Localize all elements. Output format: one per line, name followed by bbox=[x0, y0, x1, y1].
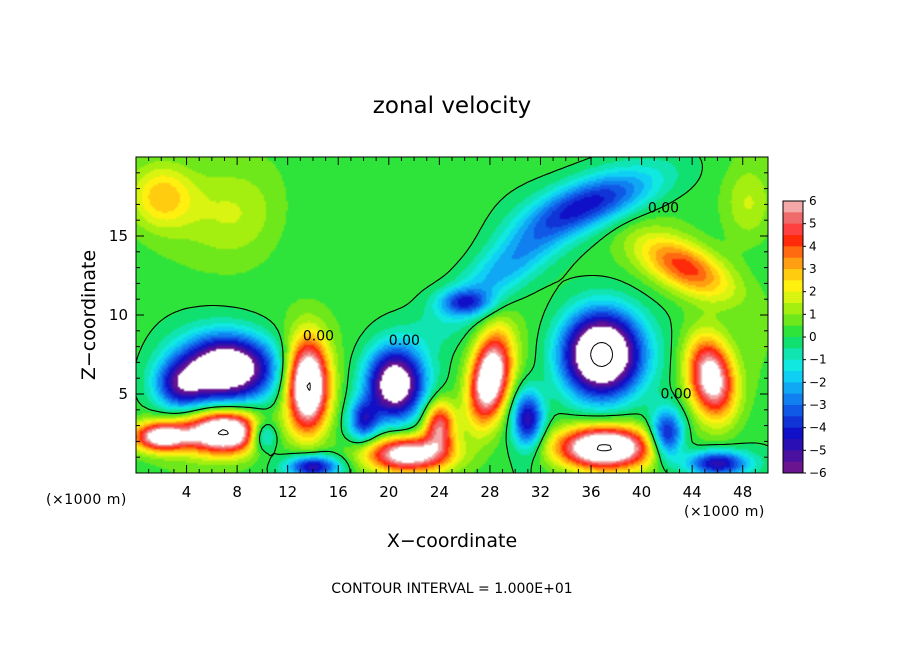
x-tick-label-12: 12 bbox=[278, 483, 297, 501]
x-tick-label-20: 20 bbox=[379, 483, 398, 501]
colorbar-swatch bbox=[783, 235, 803, 247]
contour-zero bbox=[136, 157, 768, 473]
contour-negative bbox=[590, 342, 614, 367]
contour-label-3: 0.00 bbox=[661, 387, 692, 403]
colorbar-label: 5 bbox=[809, 217, 817, 231]
colorbar-swatch bbox=[783, 393, 803, 406]
y-tick-label-5: 5 bbox=[118, 385, 128, 403]
colorbar-swatch bbox=[783, 427, 803, 440]
colorbar-swatch bbox=[783, 291, 803, 304]
velocity-heatmap bbox=[136, 157, 768, 473]
colorbar-swatch bbox=[783, 405, 803, 417]
colorbar-label: −4 bbox=[809, 421, 827, 435]
colorbar-label: 3 bbox=[809, 262, 817, 276]
colorbar-swatch bbox=[783, 371, 803, 383]
x-tick-label-4: 4 bbox=[182, 483, 192, 501]
contour-label-2: 0.00 bbox=[389, 333, 420, 349]
x-tick-label-8: 8 bbox=[232, 483, 242, 501]
x-unit-right: (×1000 m) bbox=[684, 504, 765, 520]
plot-area: 0.00 0.00 0.00 0.00 bbox=[136, 157, 768, 473]
contour-labels: 0.00 0.00 0.00 0.00 bbox=[303, 200, 692, 403]
colorbar-label: 4 bbox=[809, 239, 817, 253]
colorbar-label: −3 bbox=[809, 398, 827, 412]
colorbar-swatch bbox=[783, 461, 803, 474]
x-axis-ticks: 4 8 12 16 20 24 28 32 36 40 44 48 bbox=[148, 157, 756, 501]
y-axis-label: Z−coordinate bbox=[78, 250, 100, 380]
x-tick-label-48: 48 bbox=[733, 483, 752, 501]
colorbar-label: 0 bbox=[809, 330, 817, 344]
x-tick-label-24: 24 bbox=[430, 483, 449, 501]
colorbar-swatch bbox=[783, 269, 803, 281]
contour-lines bbox=[136, 157, 768, 473]
x-tick-label-32: 32 bbox=[531, 483, 550, 501]
x-tick-label-16: 16 bbox=[329, 483, 348, 501]
colorbar-swatch bbox=[783, 280, 803, 293]
contour-positive bbox=[217, 382, 612, 452]
colorbar-label: −1 bbox=[809, 353, 827, 367]
x-tick-label-28: 28 bbox=[480, 483, 499, 501]
colorbar-swatch bbox=[783, 348, 803, 361]
colorbar-swatch bbox=[783, 359, 803, 372]
colorbar-label: 2 bbox=[809, 285, 817, 299]
colorbar-swatch bbox=[783, 212, 803, 225]
colorbar-swatch bbox=[783, 303, 803, 315]
colorbar-swatch bbox=[783, 416, 803, 429]
colorbar-swatch bbox=[783, 201, 803, 213]
colorbar-swatch bbox=[783, 337, 803, 349]
colorbar-label: −5 bbox=[809, 443, 827, 457]
colorbar-swatch bbox=[783, 325, 803, 338]
colorbar-swatch bbox=[783, 450, 803, 463]
colorbar: 6 5 4 3 2 1 0 −1 −2 −3 −4 −5 −6 bbox=[782, 194, 827, 480]
colorbar-label: −2 bbox=[809, 375, 827, 389]
y-tick-label-10: 10 bbox=[109, 306, 128, 324]
colorbar-swatch bbox=[783, 439, 803, 451]
colorbar-label: −6 bbox=[809, 466, 827, 480]
x-tick-label-40: 40 bbox=[632, 483, 651, 501]
x-tick-label-44: 44 bbox=[683, 483, 702, 501]
y-tick-label-15: 15 bbox=[109, 227, 128, 245]
contour-label-0: 0.00 bbox=[648, 200, 679, 216]
colorbar-label: 1 bbox=[809, 307, 817, 321]
colorbar-swatch bbox=[783, 314, 803, 327]
y-axis-ticks: 5 10 15 bbox=[109, 172, 768, 458]
colorbar-swatch bbox=[783, 257, 803, 270]
chart-title: zonal velocity bbox=[373, 93, 531, 119]
x-unit-left: (×1000 m) bbox=[46, 492, 127, 508]
x-tick-label-36: 36 bbox=[581, 483, 600, 501]
colorbar-swatch bbox=[783, 382, 803, 395]
contour-interval-note: CONTOUR INTERVAL = 1.000E+01 bbox=[331, 581, 572, 597]
colorbar-swatch bbox=[783, 246, 803, 259]
colorbar-label: 6 bbox=[809, 194, 817, 208]
contour-label-1: 0.00 bbox=[303, 328, 334, 344]
colorbar-swatch bbox=[783, 223, 803, 236]
x-axis-label: X−coordinate bbox=[387, 530, 517, 552]
